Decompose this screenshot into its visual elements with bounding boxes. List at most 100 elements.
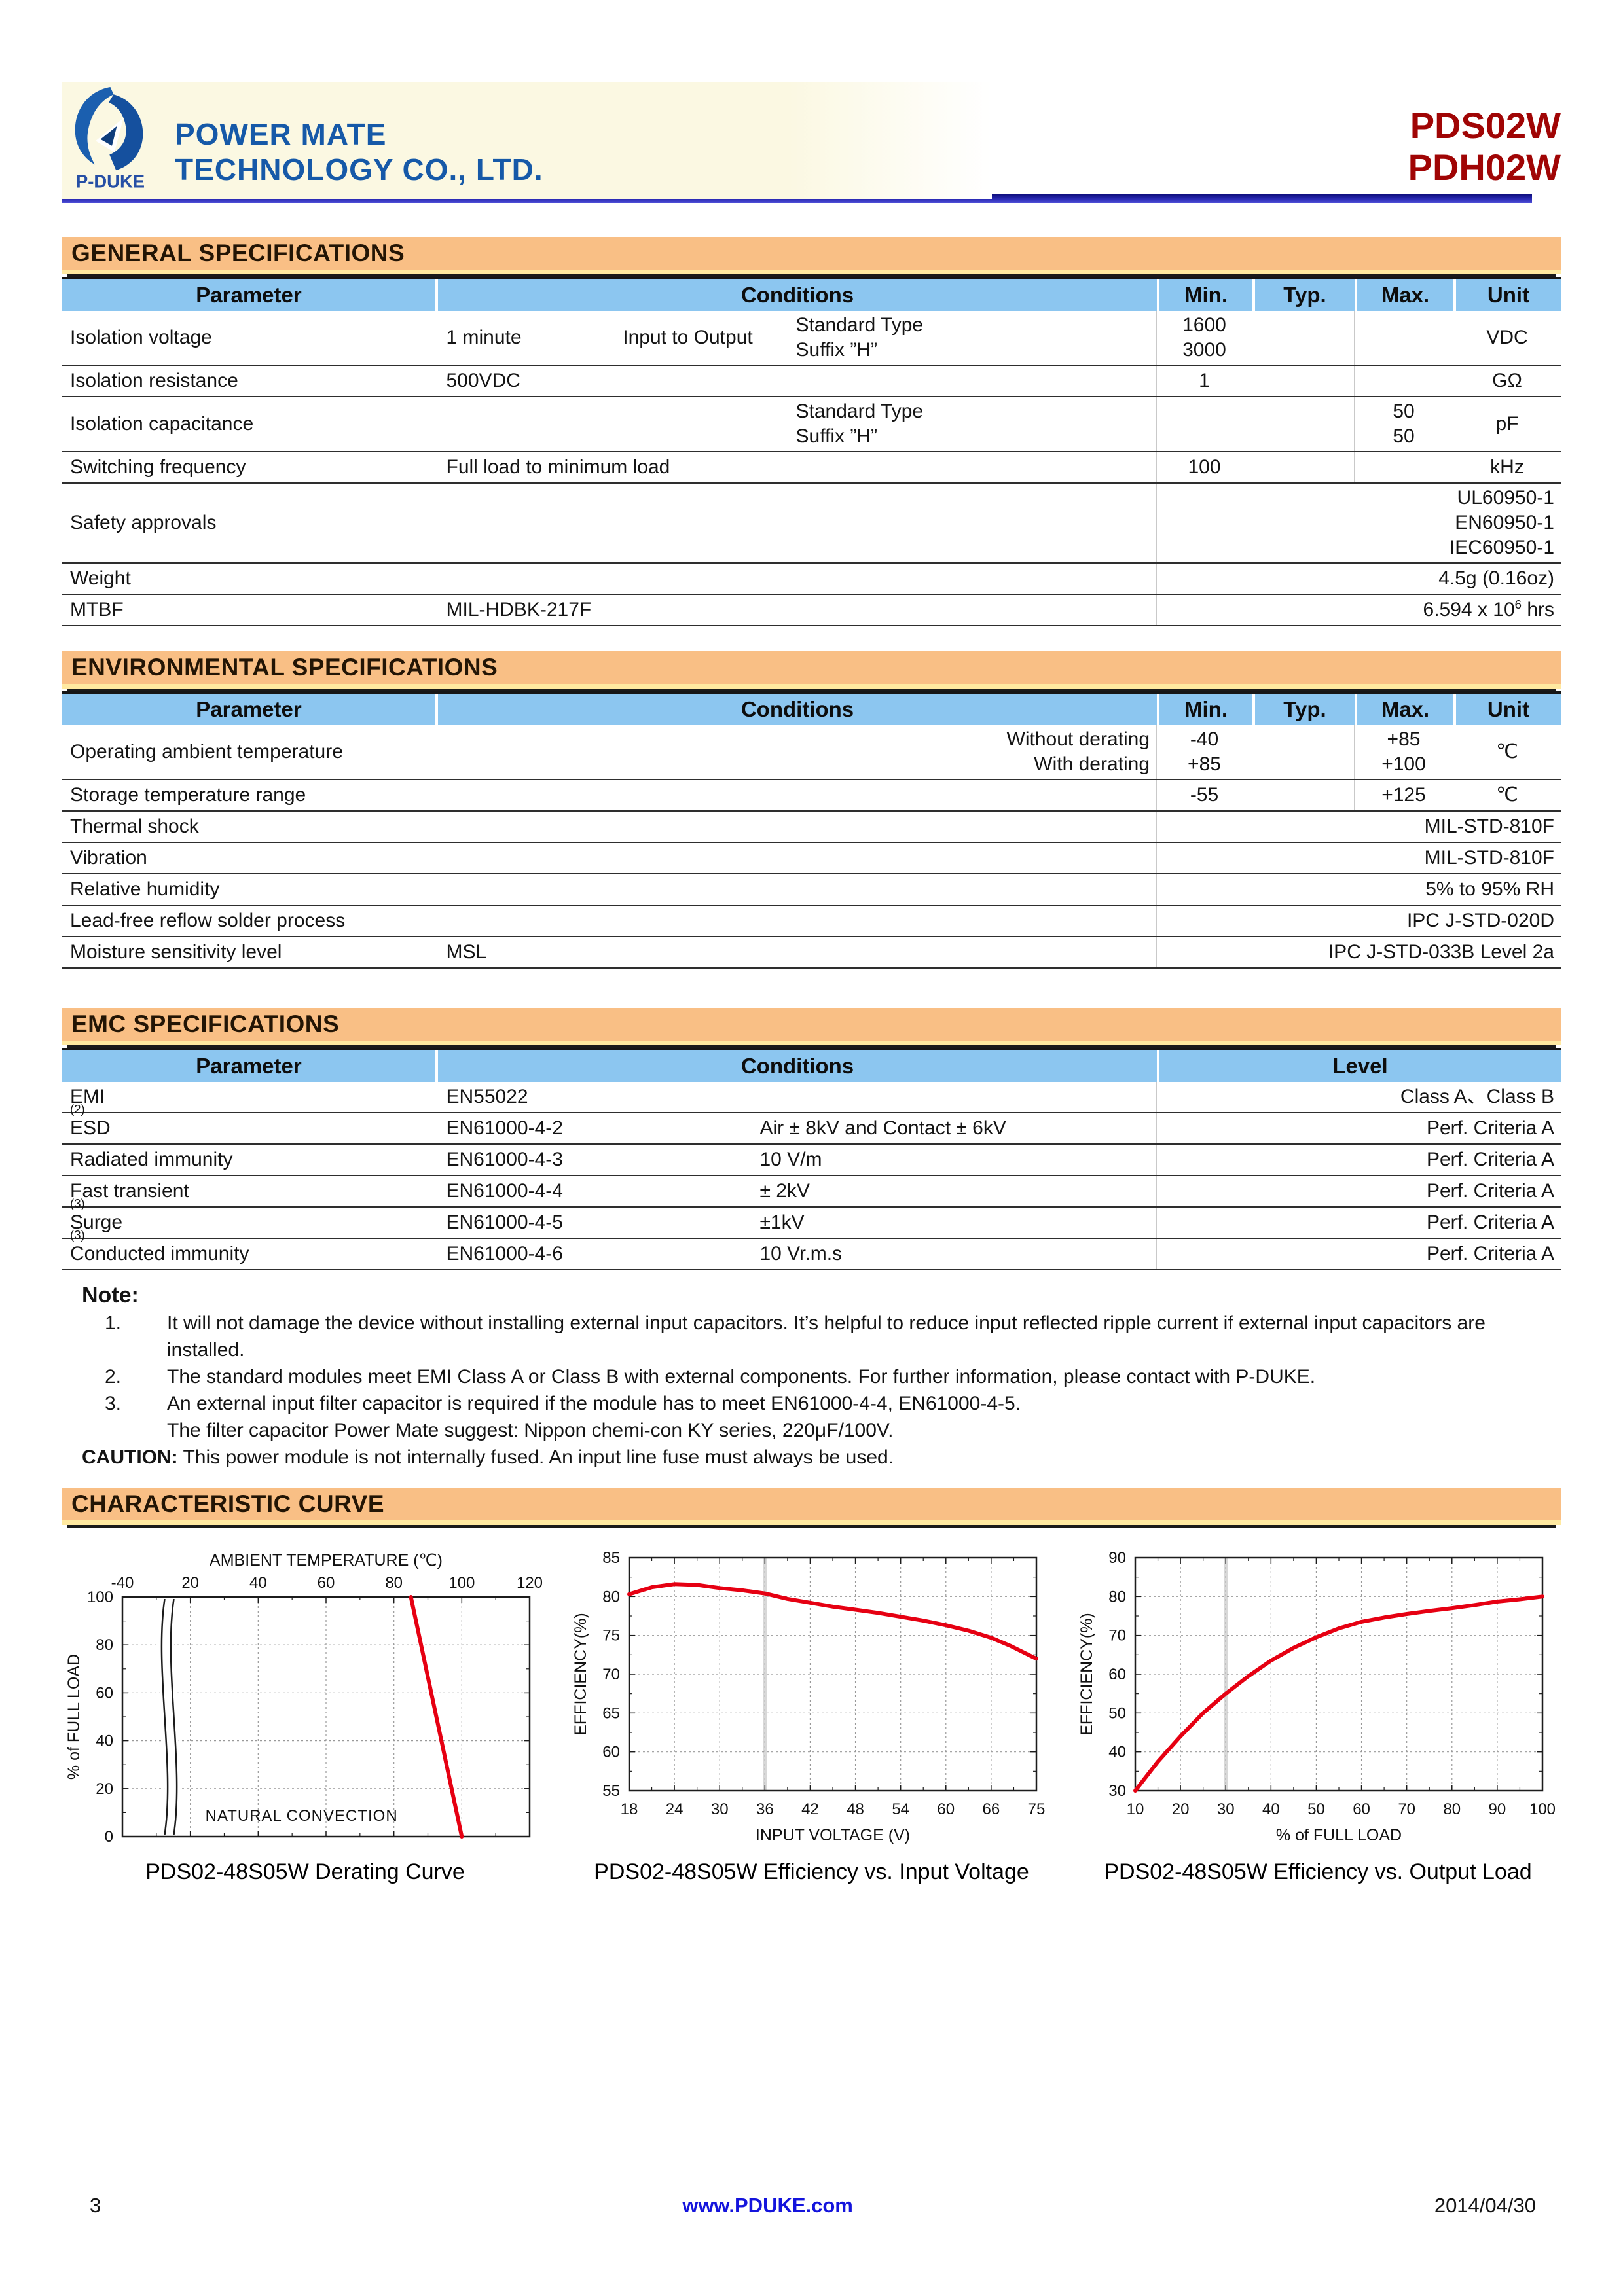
column-header-unit: Unit (1453, 694, 1561, 725)
conditions-cell (435, 843, 1157, 873)
section-general-specifications: GENERAL SPECIFICATIONS Parameter Conditi… (62, 237, 1561, 626)
parameter-cell: Isolation capacitance (62, 397, 435, 451)
level-cell: Perf. Criteria A (1426, 1149, 1554, 1170)
svg-text:50: 50 (1108, 1704, 1126, 1722)
svg-text:54: 54 (892, 1801, 909, 1818)
span-value-cell: IPC J-STD-020D (1406, 910, 1554, 931)
chart-plot: 18 24 30 36 42 48 54 60 66 75 55 60 65 70 75 80 85 INPUT … (572, 1549, 1045, 1844)
svg-text:70: 70 (1108, 1627, 1126, 1645)
table-row: Fast transient (3) EN61000-4-4 ± 2kV Perf. … (62, 1176, 1561, 1210)
svg-text:60: 60 (1353, 1801, 1370, 1818)
svg-text:80: 80 (1443, 1801, 1461, 1818)
svg-text:24: 24 (665, 1801, 683, 1818)
svg-text:55: 55 (602, 1782, 620, 1800)
spec-table-body: EMI (2) EN55022 Class A、Class B ESD EN61000-4… (62, 1082, 1561, 1270)
column-header-conditions: Conditions (435, 694, 1157, 725)
typ-cell (1252, 725, 1355, 779)
max-cell: +125 (1355, 780, 1453, 810)
efficiency-vs-output-load-chart: 10 20 30 40 50 60 70 80 90 100 30 40 50 60 70 80 90 % of … (1075, 1547, 1561, 1885)
caution-text: This power module is not internally fuse… (177, 1446, 894, 1468)
section-title: EMC SPECIFICATIONS (71, 1011, 340, 1037)
column-header-parameter: Parameter (62, 1050, 435, 1082)
chart-plot-area: 10 20 30 40 50 60 70 80 90 100 30 40 50 60 70 80 90 % of … (1075, 1547, 1561, 1858)
note-text: An external input filter capacitor is re… (167, 1393, 1021, 1441)
page-header: P-DUKE POWER MATE TECHNOLOGY CO., LTD. P… (0, 0, 1623, 203)
section-title-bar: CHARACTERISTIC CURVE (62, 1488, 1561, 1525)
svg-text:40: 40 (249, 1574, 267, 1592)
section-title: ENVIRONMENTAL SPECIFICATIONS (71, 654, 498, 681)
span-value-cell: IPC J-STD-033B Level 2a (1328, 941, 1554, 963)
table-row: Isolation capacitance Standard Type Suffix… (62, 397, 1561, 452)
level-cell: Perf. Criteria A (1426, 1243, 1554, 1265)
svg-text:% of FULL LOAD: % of FULL LOAD (65, 1654, 83, 1780)
conditions-cell: Without derating With derating (435, 725, 1157, 779)
unit-cell: GΩ (1492, 370, 1522, 391)
chart-caption: PDS02-48S05W Efficiency vs. Output Load (1104, 1859, 1532, 1884)
typ-cell (1252, 311, 1355, 365)
parameter-cell: Vibration (62, 843, 435, 873)
svg-text:80: 80 (602, 1588, 620, 1605)
note-text: It will not damage the device without in… (167, 1312, 1486, 1361)
parameter-cell: Isolation voltage (62, 311, 435, 365)
spec-table-body: Operating ambient temperature Without der… (62, 725, 1561, 969)
svg-text:40: 40 (96, 1732, 113, 1750)
span-value-cell: 4.5g (0.16oz) (1438, 567, 1554, 589)
conditions-cell: EN55022 (435, 1082, 1157, 1112)
svg-text:NATURAL CONVECTION: NATURAL CONVECTION (206, 1807, 398, 1825)
svg-text:EFFICIENCY(%): EFFICIENCY(%) (572, 1613, 590, 1736)
conditions-cell (435, 484, 1157, 562)
note-item: 2. The standard modules meet EMI Class A … (105, 1363, 1561, 1390)
conditions-cell: Full load to minimum load (435, 452, 1157, 482)
level-cell: Perf. Criteria A (1426, 1117, 1554, 1139)
parameter-cell: MTBF (62, 595, 435, 625)
caution-label: CAUTION: (82, 1446, 178, 1468)
svg-text:30: 30 (710, 1801, 728, 1818)
table-row: Storage temperature range -55 +125 ℃ (62, 780, 1561, 812)
column-header-min: Min. (1157, 694, 1252, 725)
column-header-unit: Unit (1453, 279, 1561, 311)
svg-text:66: 66 (982, 1801, 1000, 1818)
chart-plot-area: -40 20 40 60 80 100 120 0 20 40 60 80 100 AMBIENT TEM… (62, 1547, 548, 1858)
parameter-cell: Conducted immunity (62, 1239, 435, 1269)
section-title: GENERAL SPECIFICATIONS (71, 240, 405, 266)
section-title: CHARACTERISTIC CURVE (71, 1490, 385, 1517)
conditions-cell (435, 780, 1157, 810)
parameter-cell: Moisture sensitivity level (62, 937, 435, 967)
typ-cell (1252, 366, 1355, 396)
max-cell: +85 +100 (1355, 725, 1453, 779)
note-number: 1. (105, 1312, 122, 1334)
svg-text:90: 90 (1489, 1801, 1506, 1818)
conditions-cell: MIL-HDBK-217F (435, 595, 1157, 625)
parameter-cell: Thermal shock (62, 812, 435, 842)
unit-cell: kHz (1490, 456, 1524, 478)
table-row: EMI (2) EN55022 Class A、Class B (62, 1082, 1561, 1115)
column-header-min: Min. (1157, 279, 1252, 311)
svg-text:40: 40 (1108, 1744, 1126, 1761)
conditions-cell (435, 874, 1157, 905)
svg-text:20: 20 (1172, 1801, 1190, 1818)
min-cell: -40 +85 (1157, 725, 1252, 779)
svg-text:60: 60 (1108, 1666, 1126, 1683)
spec-table-header: Parameter Conditions Level (62, 1048, 1561, 1082)
conditions-cell: EN61000-4-3 10 V/m (435, 1145, 1157, 1175)
conditions-cell: EN61000-4-2 Air ± 8kV and Contact ± 6kV (435, 1113, 1157, 1143)
parameter-cell: Fast transient (3) (62, 1176, 435, 1210)
website-link[interactable]: www.PDUKE.com (682, 2194, 853, 2217)
table-row: Lead-free reflow solder process IPC J-STD… (62, 906, 1561, 937)
svg-text:75: 75 (602, 1627, 620, 1645)
max-cell: 50 50 (1355, 397, 1453, 451)
column-header-conditions: Conditions (435, 279, 1157, 311)
span-value-cell: 5% to 95% RH (1425, 878, 1554, 900)
svg-text:100: 100 (448, 1574, 475, 1592)
conditions-cell: EN61000-4-5 ±1kV (435, 1208, 1157, 1238)
derating-curve-chart: -40 20 40 60 80 100 120 0 20 40 60 80 100 AMBIENT TEM… (62, 1547, 548, 1885)
brand-block: P-DUKE POWER MATE TECHNOLOGY CO., LTD. (62, 84, 543, 190)
chart-caption: PDS02-48S05W Efficiency vs. Input Voltag… (594, 1859, 1029, 1884)
page-number: 3 (90, 2194, 101, 2217)
svg-text:INPUT VOLTAGE (V): INPUT VOLTAGE (V) (755, 1826, 909, 1844)
svg-text:40: 40 (1262, 1801, 1280, 1818)
svg-text:42: 42 (801, 1801, 819, 1818)
column-header-max: Max. (1355, 279, 1453, 311)
table-row: Weight 4.5g (0.16oz) (62, 564, 1561, 595)
parameter-cell: Safety approvals (62, 484, 435, 562)
